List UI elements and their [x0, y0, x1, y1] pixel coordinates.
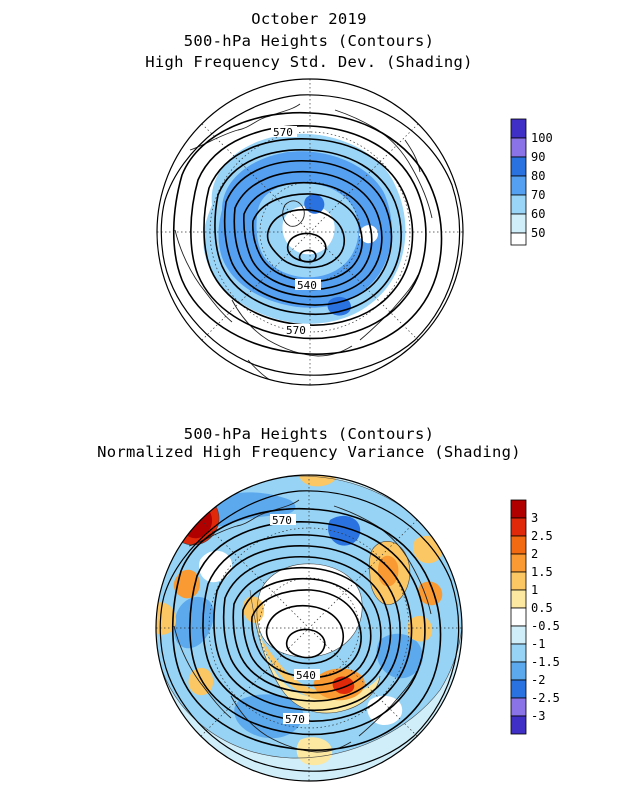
top-polar-map: 570 540 570 [156, 78, 464, 386]
bottom-colorbar-label: -1.5 [531, 655, 560, 669]
bottom-shading-warm-s [296, 737, 333, 766]
bottom-title-line-1: 500-hPa Heights (Contours) [183, 425, 435, 443]
bottom-colorbar-label: 0.5 [531, 601, 553, 615]
bottom-shading-white-core [256, 563, 363, 658]
bottom-colorbar-label: -2 [531, 673, 545, 687]
top-colorbar: 100 90 80 70 60 50 [510, 118, 553, 246]
bottom-colorbar-label: 1.5 [531, 565, 553, 579]
top-shading-patch-2 [327, 296, 352, 316]
bottom-shading-warm-nw [298, 475, 337, 487]
top-outer-contour [160, 94, 461, 376]
top-colorbar-label: 50 [531, 226, 545, 240]
top-colorbar-label: 90 [531, 150, 545, 164]
bottom-polar-map: 570 540 570 [155, 474, 463, 782]
top-title-line-2: 500-hPa Heights (Contours) [183, 32, 435, 50]
top-colorbar-label: 60 [531, 207, 545, 221]
bottom-colorbar-label: -0.5 [531, 619, 560, 633]
bottom-contour-label-570-south: 570 [285, 713, 305, 726]
top-title-line-3: High Frequency Std. Dev. (Shading) [145, 53, 473, 71]
bottom-shading-warm-band [250, 590, 380, 714]
bottom-outer-contour [159, 490, 460, 772]
bottom-shading-warm-e-1 [413, 535, 443, 564]
bottom-shading-blue-5 [234, 694, 304, 739]
bottom-colorbar-label: 2 [531, 547, 538, 561]
top-title-line-1: October 2019 [251, 10, 367, 28]
bottom-contour-label-570-north: 570 [272, 514, 292, 527]
bottom-shading-warm-e-3 [406, 615, 433, 642]
top-coastlines [174, 103, 433, 381]
top-height-contours [172, 111, 443, 355]
bottom-colorbar-label: -1 [531, 637, 545, 651]
bottom-colorbar-label: 3 [531, 511, 538, 525]
bottom-height-contours [171, 507, 442, 751]
top-shading-patch-3 [359, 225, 378, 244]
bottom-contour-label-540: 540 [296, 669, 316, 682]
bottom-colorbar-label: -2.5 [531, 691, 560, 705]
bottom-title-line-2: Normalized High Frequency Variance (Shad… [97, 443, 521, 461]
top-contour-label-570-north: 570 [273, 126, 293, 139]
top-contour-label-540: 540 [297, 279, 317, 292]
bottom-colorbar-label: 1 [531, 583, 538, 597]
top-shading-patch-1 [304, 194, 325, 214]
bottom-colorbar: 3 2.5 2 1.5 1 0.5 -0.5 -1 -1.5 -2 -2.5 -… [510, 499, 560, 735]
top-colorbar-label: 100 [531, 131, 553, 145]
bottom-colorbar-label: 2.5 [531, 529, 553, 543]
top-colorbar-label: 70 [531, 188, 545, 202]
top-colorbar-label: 80 [531, 169, 545, 183]
bottom-shading-warm-w-2 [156, 602, 176, 635]
bottom-colorbar-label: -3 [531, 709, 545, 723]
top-contour-label-570-south: 570 [286, 324, 306, 337]
